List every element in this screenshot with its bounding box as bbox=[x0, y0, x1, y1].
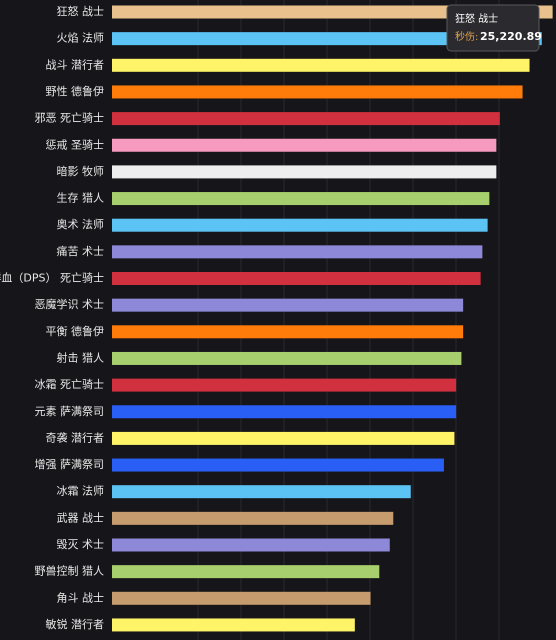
y-tick-label: 野性 德鲁伊 bbox=[46, 84, 105, 98]
y-tick-label: 鲜血（DPS） 死亡骑士 bbox=[0, 271, 104, 285]
bar bbox=[112, 298, 464, 312]
y-tick-label: 狂怒 战士 bbox=[57, 4, 105, 18]
bar bbox=[112, 378, 457, 392]
bar bbox=[112, 245, 483, 259]
bar bbox=[112, 58, 530, 72]
y-tick-label: 奇袭 潜行者 bbox=[46, 430, 105, 444]
y-tick-label: 恶魔学识 术士 bbox=[35, 297, 105, 311]
tooltip: 狂怒 战士 秒伤: 25,220.89 bbox=[446, 4, 542, 52]
y-tick-label: 生存 猎人 bbox=[57, 191, 105, 205]
bar bbox=[112, 138, 497, 152]
bar bbox=[112, 431, 455, 445]
bar bbox=[112, 325, 464, 339]
bar bbox=[112, 405, 457, 419]
y-tick-label: 武器 战士 bbox=[57, 511, 105, 524]
bar bbox=[112, 538, 390, 552]
bar bbox=[112, 85, 523, 99]
y-tick-label: 痛苦 术士 bbox=[57, 244, 105, 258]
y-tick-label: 射击 猎人 bbox=[57, 350, 105, 364]
y-tick-label: 冰霜 死亡骑士 bbox=[35, 377, 105, 391]
tooltip-box bbox=[446, 4, 540, 52]
y-tick-label: 平衡 德鲁伊 bbox=[46, 324, 105, 338]
y-tick-label: 战斗 潜行者 bbox=[46, 57, 105, 71]
tooltip-label: 秒伤: bbox=[455, 30, 478, 43]
bar bbox=[112, 565, 380, 579]
bar bbox=[112, 32, 542, 46]
y-tick-label: 毁灭 术士 bbox=[57, 537, 105, 551]
bar bbox=[112, 511, 394, 525]
tooltip-title: 狂怒 战士 bbox=[455, 12, 498, 25]
bar bbox=[112, 112, 500, 126]
bar bbox=[112, 351, 462, 365]
y-tick-label: 冰霜 法师 bbox=[57, 484, 105, 498]
tooltip-value: 25,220.89 bbox=[480, 30, 542, 43]
y-tick-label: 角斗 战士 bbox=[57, 591, 105, 604]
bar bbox=[112, 618, 355, 632]
bar bbox=[112, 192, 490, 206]
grid bbox=[197, 0, 500, 640]
y-tick-label: 元素 萨满祭司 bbox=[35, 405, 105, 418]
bar bbox=[112, 485, 411, 499]
y-tick-label: 敏锐 潜行者 bbox=[46, 617, 105, 631]
y-tick-label: 野兽控制 猎人 bbox=[35, 564, 105, 578]
y-tick-label: 奥术 法师 bbox=[57, 217, 105, 231]
bar bbox=[112, 458, 444, 472]
y-tick-label: 邪恶 死亡骑士 bbox=[35, 111, 105, 125]
bar bbox=[112, 5, 553, 19]
bar bbox=[112, 272, 481, 285]
y-tick-label: 惩戒 圣骑士 bbox=[46, 138, 105, 151]
bar bbox=[112, 591, 371, 605]
y-tick-label: 火焰 法师 bbox=[57, 31, 105, 45]
bar bbox=[112, 218, 488, 232]
y-tick-label: 暗影 牧师 bbox=[57, 164, 105, 178]
bar bbox=[112, 165, 497, 179]
y-tick-label: 增强 萨满祭司 bbox=[35, 457, 105, 471]
